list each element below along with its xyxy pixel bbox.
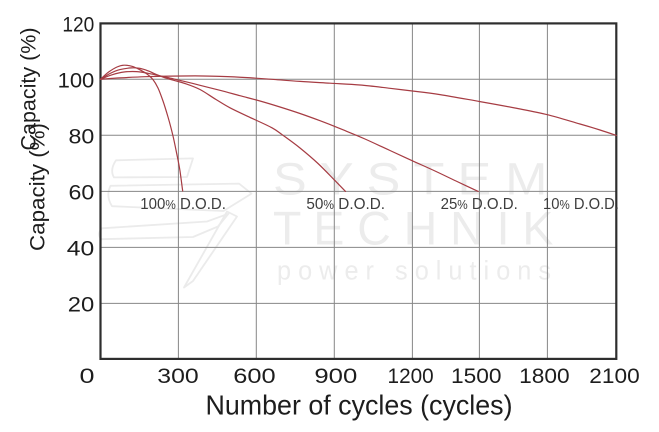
svg-text:100: 100 [58,70,95,93]
svg-text:60: 60 [69,182,95,205]
svg-text:Capacity (%): Capacity (%) [18,28,41,151]
svg-text:25% D.O.D.: 25% D.O.D. [441,196,518,213]
svg-text:120: 120 [62,14,94,37]
svg-text:80: 80 [69,126,95,149]
svg-text:T E C H N I K: T E C H N I K [273,201,553,254]
svg-text:100% D.O.D.: 100% D.O.D. [140,196,226,213]
svg-text:600: 600 [233,364,275,388]
svg-text:2100: 2100 [589,364,639,388]
svg-text:40: 40 [67,238,95,261]
svg-text:300: 300 [157,364,198,388]
svg-text:900: 900 [314,364,357,388]
svg-text:20: 20 [68,294,95,317]
svg-text:10% D.O.D.: 10% D.O.D. [543,196,619,213]
svg-text:Number of cycles (cycles): Number of cycles (cycles) [206,390,513,421]
svg-text:1200: 1200 [388,364,434,388]
svg-text:Capacity (%): Capacity (%) [27,123,50,251]
svg-text:50% D.O.D.: 50% D.O.D. [306,196,385,213]
svg-text:1500: 1500 [451,364,502,388]
svg-text:S Y S T E M: S Y S T E M [273,153,547,204]
svg-text:1800: 1800 [519,364,570,388]
svg-text:p o w e r s o l u t i o n s: p o w e r s o l u t i o n s [277,256,551,286]
svg-text:0: 0 [80,364,95,388]
